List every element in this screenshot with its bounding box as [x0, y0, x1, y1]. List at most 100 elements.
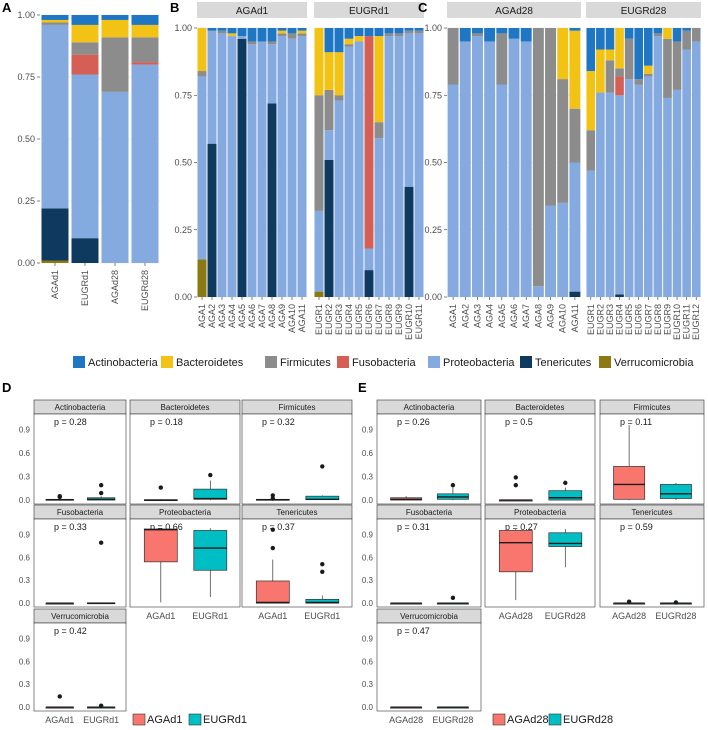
bar-b-eugr7-actinobacteria: [374, 28, 384, 37]
facet-title: AGAd28: [495, 6, 533, 17]
bar-b-eugr4-bacteroidetes: [344, 38, 354, 45]
y-tick-label: 0.75: [17, 72, 35, 82]
box-bacteroidetes-eugrd28: [548, 490, 583, 501]
bar-a-eugrd1-firmicutes: [71, 42, 99, 55]
x-tick-label: EUGR11: [682, 304, 692, 339]
x-tick-label: AGA11: [297, 304, 307, 332]
bar-c-aga8-proteobacteria: [532, 286, 544, 297]
bar-b-aga8-tenericutes: [267, 103, 277, 297]
panel-label-d: D: [2, 380, 11, 395]
legend-label-actinobacteria: Actinobacteria: [88, 357, 159, 369]
bar-b-eugr3-actinobacteria: [334, 28, 344, 53]
bar-b-aga1-bacteroidetes: [197, 28, 207, 72]
legend-label-verrucomicrobia: Verrucomicrobia: [614, 357, 694, 369]
y-tick-label: 0.00: [424, 292, 442, 302]
bar-c-aga11-firmicutes: [569, 108, 581, 163]
y-tick-label: 0.00: [174, 292, 192, 302]
bar-b-aga5-proteobacteria: [237, 36, 247, 39]
bar-c-aga10-bacteroidetes: [557, 28, 569, 80]
bar-c-eugr12-firmicutes: [691, 28, 701, 42]
x-tick-label: EUGR2: [324, 304, 334, 335]
x-tick-label: EUGR8: [384, 304, 394, 335]
bar-c-eugr8-actinobacteria: [653, 28, 663, 34]
bar-b-aga8-firmicutes: [267, 41, 277, 45]
p-value: p = 0.66: [150, 522, 183, 532]
bar-a-agad28-bacteroidetes: [101, 19, 129, 38]
p-value: p = 0.33: [54, 522, 87, 532]
x-tick-label: AGAd1: [50, 270, 60, 299]
legend-label-proteobacteria: Proteobacteria: [443, 357, 515, 369]
facet-title: Bacteroidetes: [516, 403, 565, 412]
panel-label-c: C: [418, 0, 428, 15]
legend-key-fusobacteria: [337, 356, 349, 368]
y-tick-label: 0.0: [362, 496, 374, 505]
x-tick-label: EUGRd1: [83, 715, 119, 725]
facet-title: Verrucomicrobia: [51, 612, 109, 621]
bar-c-aga2-actinobacteria: [459, 28, 471, 42]
facet-title: Firmicutes: [634, 403, 671, 412]
facet-title: EUGRd28: [621, 6, 667, 17]
bar-b-eugr3-firmicutes: [334, 95, 344, 101]
bar-c-eugr7-bacteroidetes: [643, 65, 653, 74]
bar-a-agad28-firmicutes: [101, 37, 129, 92]
facet-title: Fusobacteria: [406, 508, 453, 517]
p-value: p = 0.5: [505, 417, 533, 427]
bar-c-eugr5-actinobacteria: [624, 28, 634, 39]
bar-b-aga11-bacteroidetes: [297, 30, 307, 34]
box-firmicutes-agad1-outlier: [270, 496, 275, 501]
bar-c-eugr7-actinobacteria: [643, 28, 653, 66]
panel-d: D Actinobacteria p = 0.28 0.0 0.3 0.6 0.9 Bacte…: [2, 380, 353, 726]
box-tenericutes-agad1-outlier: [270, 545, 275, 551]
legend-key-eugrd28: [548, 713, 562, 726]
bar-c-eugr9-bacteroidetes: [663, 28, 672, 39]
bar-b-aga4-bacteroidetes: [227, 33, 237, 37]
panel-a: A AGAd1 EUGRd1 AGAd28 EUGRd28 0.00 0.25 0.50 0.7…: [2, 0, 160, 311]
bar-b-aga1-firmicutes: [197, 71, 207, 77]
bar-b-eugr10-firmicutes: [404, 30, 414, 34]
bar-c-eugr1-bacteroidetes: [586, 71, 596, 131]
bar-a-eugrd28-actinobacteria: [131, 15, 159, 25]
legend-key-actinobacteria: [73, 356, 85, 368]
bar-b-aga9-proteobacteria: [277, 36, 287, 297]
x-tick-label: AGA1: [197, 304, 207, 328]
facet-title: AGAd1: [236, 6, 269, 17]
bar-b-eugr8-proteobacteria: [384, 36, 394, 297]
bar-c-aga9-proteobacteria: [545, 205, 557, 297]
bar-b-aga11-firmicutes: [297, 33, 307, 37]
bar-b-eugr10-tenericutes: [404, 186, 414, 297]
legend: Actinobacteria Bacteroidetes Firmicutes Fus…: [73, 356, 694, 369]
x-tick-label: EUGR6: [634, 304, 644, 335]
bar-c-aga11-tenericutes: [569, 291, 581, 297]
bar-c-eugr2-proteobacteria: [596, 92, 605, 297]
bar-b-eugr9-actinobacteria: [394, 28, 404, 34]
x-tick-label: AGA8: [533, 304, 543, 328]
y-tick-label: 0.3: [19, 576, 31, 585]
bar-b-aga9-firmicutes: [277, 33, 287, 37]
bar-c-eugr1-actinobacteria: [586, 28, 596, 72]
facet-panel: [376, 518, 482, 608]
bar-b-aga3-actinobacteria: [217, 28, 227, 31]
p-value: p = 0.28: [54, 417, 87, 427]
bar-c-eugr3-bacteroidetes: [605, 49, 615, 61]
bar-b-aga9-bacteroidetes: [277, 30, 287, 34]
y-tick-label: 0.9: [362, 426, 374, 435]
bar-c-aga6-actinobacteria: [508, 28, 520, 39]
x-tick-label: AGA6: [247, 304, 257, 328]
bar-a-agad1-firmicutes: [41, 22, 69, 25]
y-tick-label: 0.9: [362, 530, 374, 539]
bar-a-eugrd1-actinobacteria: [71, 15, 99, 25]
bar-b-aga10-proteobacteria: [287, 38, 297, 297]
box-actinobacteria-eugrd1-outlier: [98, 490, 104, 496]
bar-b-eugr4-actinobacteria: [344, 28, 354, 39]
legend-label-firmicutes: Firmicutes: [280, 357, 331, 369]
box-tenericutes-eugrd1-outlier: [320, 569, 325, 574]
bar-c-aga10-proteobacteria: [557, 202, 569, 297]
bar-c-aga11-proteobacteria: [569, 162, 581, 292]
x-tick-label: AGAd28: [110, 270, 120, 304]
facet-title: Actinobacteria: [55, 403, 106, 412]
bar-b-eugr3-proteobacteria: [334, 100, 344, 297]
y-tick-label: 0.25: [424, 225, 442, 235]
y-tick-label: 0.3: [362, 680, 374, 689]
bar-b-aga5-tenericutes: [237, 38, 247, 297]
